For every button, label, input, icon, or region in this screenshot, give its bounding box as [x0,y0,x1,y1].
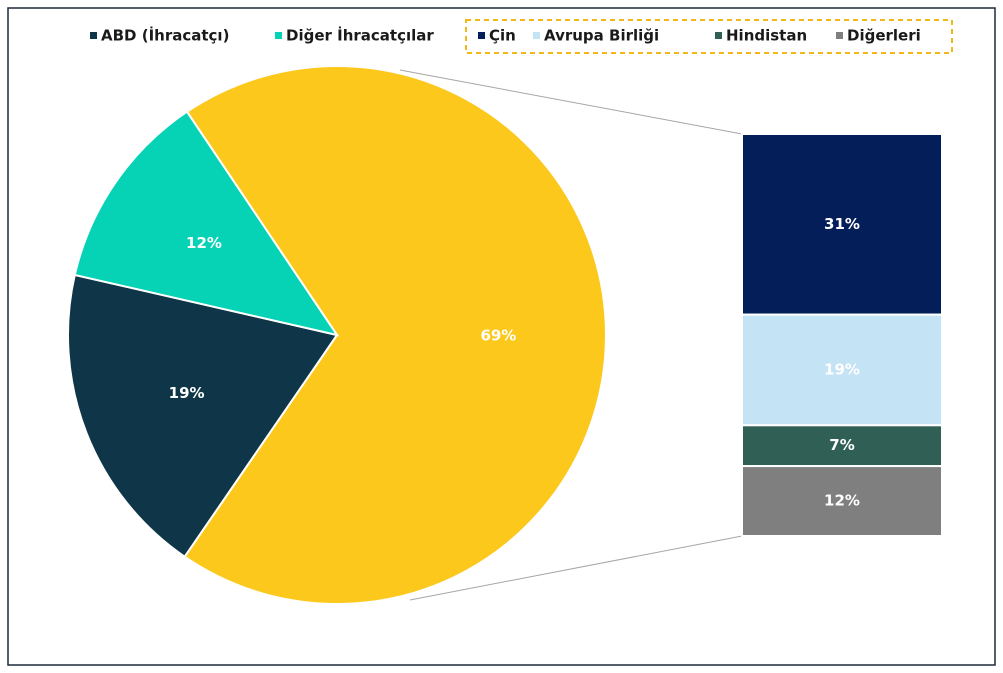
legend-label: Diğerleri [847,27,921,45]
stack-segment [741,465,943,537]
stack-segment [741,133,943,316]
data-label: 7% [829,436,854,454]
legend-marker [478,32,485,39]
legend-label: ABD (İhracatçı) [101,26,229,45]
legend-label: Hindistan [726,27,807,45]
legend-marker [715,32,722,39]
connector [399,69,743,135]
legend-marker [533,32,540,39]
stack-segment [741,424,943,468]
data-label: 19% [824,360,860,378]
legend-group-box [465,19,953,54]
pie-slice [73,110,340,337]
data-label: 19% [169,384,205,402]
legend-marker [90,32,97,39]
legend-label: Diğer İhracatçılar [286,26,434,45]
data-label: 12% [824,492,860,510]
data-label: 12% [186,234,222,252]
legend-marker [836,32,843,39]
data-label: 69% [480,326,516,344]
data-label: 31% [824,215,860,233]
legend-marker [275,32,282,39]
legend-label: Avrupa Birliği [544,27,659,45]
pie-slice [67,273,339,559]
pie-slice [183,65,607,605]
connector [409,535,743,601]
legend-label: Çin [489,27,516,45]
